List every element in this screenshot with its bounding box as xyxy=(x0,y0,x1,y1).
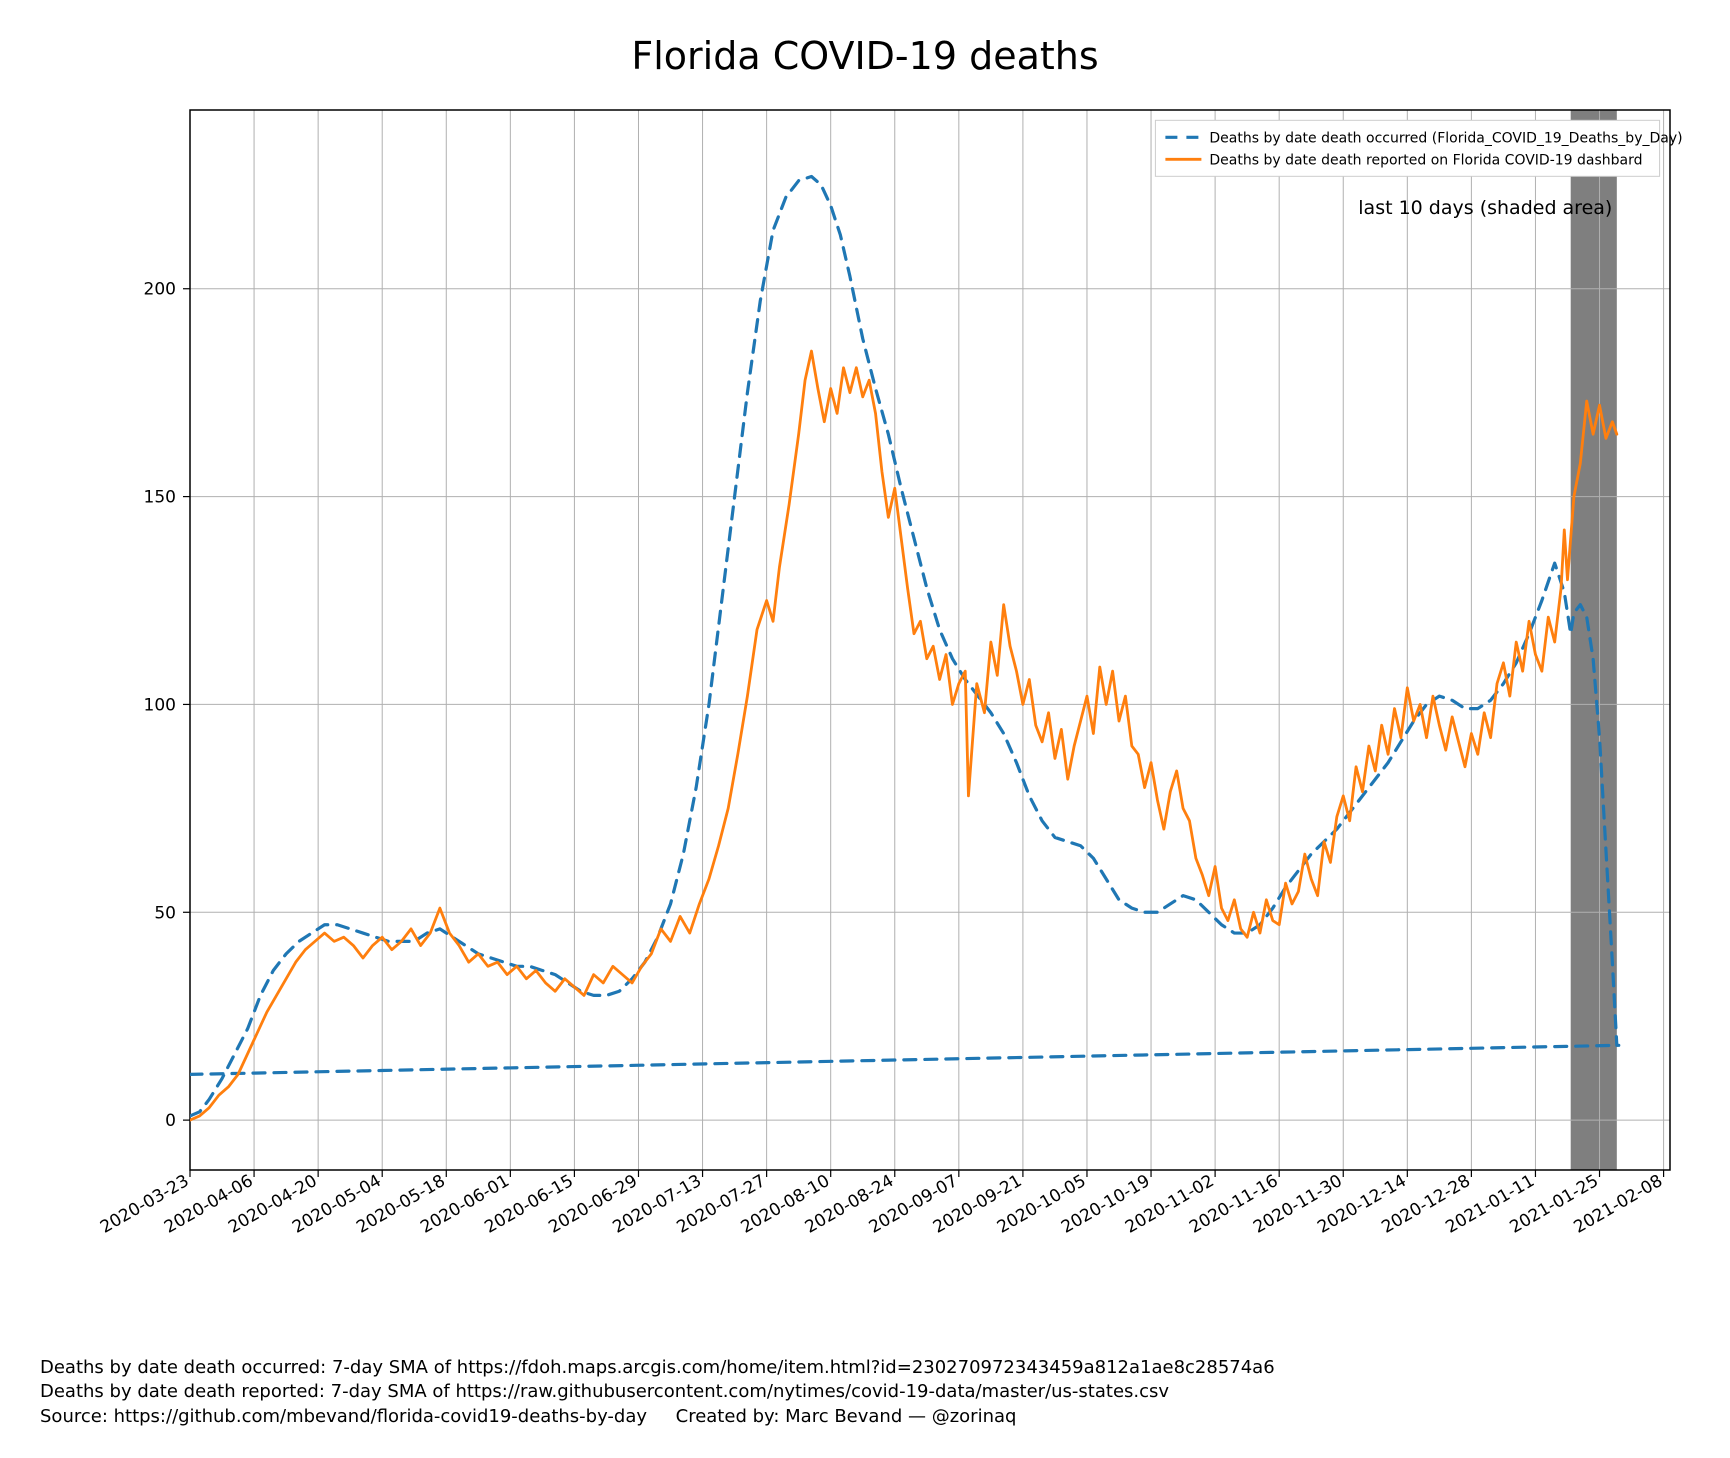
shaded-annotation: last 10 days (shaded area) xyxy=(1358,197,1612,219)
shaded-last-10-days xyxy=(1571,110,1617,1170)
ytick-label: 200 xyxy=(144,280,176,300)
legend-label: Deaths by date death occurred (Florida_C… xyxy=(1209,130,1682,146)
footer-line: Deaths by date death occurred: 7-day SMA… xyxy=(40,1356,1275,1380)
chart-svg: 0501001502002020-03-232020-04-062020-04-… xyxy=(0,0,1730,1360)
legend-label: Deaths by date death reported on Florida… xyxy=(1209,152,1642,168)
ytick-label: 150 xyxy=(144,488,176,508)
footer-block: Deaths by date death occurred: 7-day SMA… xyxy=(40,1356,1275,1429)
ytick-label: 0 xyxy=(165,1111,176,1131)
footer-line: Deaths by date death reported: 7-day SMA… xyxy=(40,1380,1275,1404)
footer-line: Source: https://github.com/mbevand/flori… xyxy=(40,1405,1275,1429)
ytick-label: 50 xyxy=(154,903,176,923)
ytick-label: 100 xyxy=(144,695,176,715)
legend: Deaths by date death occurred (Florida_C… xyxy=(1155,120,1682,176)
plot-area xyxy=(190,110,1670,1170)
